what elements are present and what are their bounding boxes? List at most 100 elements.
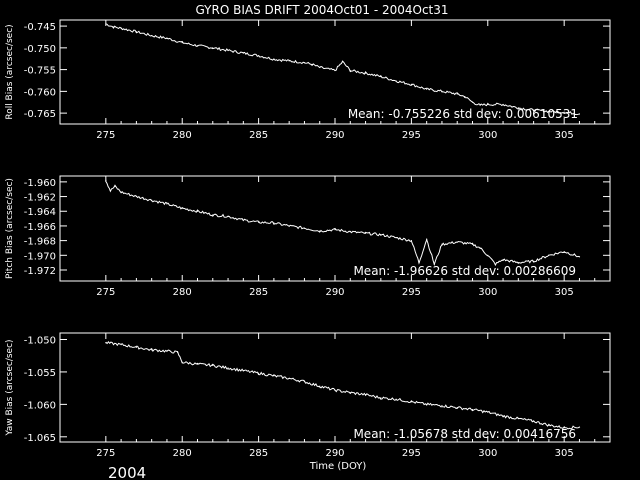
roll-data-point-25	[441, 90, 443, 92]
pitch-xtick-label-2: 285	[249, 287, 268, 298]
pitch-xtick-label-0: 275	[96, 287, 115, 298]
roll-data-point-8	[212, 47, 214, 49]
pitch-data-point-1	[109, 190, 112, 192]
pitch-ytick-label-5: -1.970	[24, 251, 56, 262]
yaw-data-point-32	[578, 426, 581, 428]
pitch-ytick-label-6: -1.972	[24, 266, 56, 277]
roll-xtick-label-6: 305	[555, 130, 574, 141]
roll-data-point-33	[533, 109, 535, 111]
yaw-ytick-label-0: -1.050	[24, 335, 56, 346]
yaw-data-point-18	[364, 394, 367, 396]
roll-data-point-24	[426, 88, 428, 90]
roll-data-point-2	[120, 27, 122, 29]
roll-data-point-27	[464, 95, 466, 98]
roll-series-line	[105, 23, 580, 116]
roll-data-point-16	[319, 66, 321, 69]
yaw-data-point-25	[471, 408, 474, 411]
roll-panel: 275 280 285 290 295 300 305 -0.745 -0.750 -0.755 -…	[5, 19, 611, 141]
roll-data-point-3	[135, 31, 137, 33]
yaw-xtick-label-3: 290	[325, 448, 344, 459]
yaw-data-point-8	[212, 364, 214, 367]
yaw-data-point-26	[487, 411, 489, 413]
roll-ytick-label-2: -0.755	[24, 66, 56, 77]
roll-data-point-6	[181, 42, 183, 44]
yaw-data-point-21	[410, 401, 412, 403]
pitch-ytick-label-3: -1.966	[24, 222, 56, 233]
roll-data-point-1	[112, 26, 115, 28]
roll-data-point-0	[105, 23, 107, 25]
yaw-data-point-31	[563, 427, 565, 429]
roll-stats-text: Mean: -0.755226 std dev: 0.00610531	[348, 107, 578, 121]
roll-xtick-label-4: 295	[402, 130, 421, 141]
roll-data-point-36	[578, 113, 581, 115]
yaw-panel: 275 280 285 290 295 300 305 -1.050 -1.055 -1.060 -…	[5, 332, 611, 459]
panels-group: 275 280 285 290 295 300 305 -0.745 -0.750 -0.755 -…	[5, 19, 611, 459]
roll-data-point-11	[258, 55, 260, 57]
pitch-data-point-2	[114, 185, 116, 187]
pitch-data-point-21	[395, 237, 397, 239]
yaw-data-point-23	[441, 405, 443, 407]
roll-data-point-17	[334, 69, 336, 72]
pitch-data-point-35	[548, 254, 550, 256]
pitch-panel: 275 280 285 290 295 300 305 -1.960 -1.962 -1.964 -…	[5, 175, 611, 298]
pitch-data-point-33	[517, 262, 519, 264]
roll-data-point-34	[548, 110, 550, 112]
yaw-data-point-14	[303, 381, 306, 383]
roll-xtick-label-1: 280	[173, 130, 192, 141]
pitch-data-point-9	[212, 214, 214, 216]
pitch-data-point-24	[426, 238, 428, 240]
yaw-data-point-9	[227, 367, 229, 369]
roll-ytick-label-4: -0.765	[24, 109, 56, 120]
yaw-y-axis-label: Yaw Bias (arcsec/sec)	[5, 339, 15, 436]
pitch-data-point-7	[181, 207, 183, 209]
yaw-data-point-22	[426, 403, 428, 405]
yaw-data-point-20	[395, 398, 397, 400]
pitch-data-point-14	[288, 225, 290, 227]
pitch-data-point-37	[578, 256, 581, 258]
roll-ytick-label-1: -0.750	[24, 44, 56, 55]
pitch-data-point-27	[456, 241, 458, 243]
pitch-stats-text: Mean: -1.96626 std dev: 0.00286609	[353, 264, 576, 278]
pitch-data-point-32	[502, 259, 504, 261]
roll-data-point-32	[517, 107, 519, 109]
pitch-xtick-label-6: 305	[555, 287, 574, 298]
pitch-series-line	[105, 181, 580, 267]
roll-data-point-35	[563, 111, 565, 113]
pitch-data-point-34	[533, 260, 535, 262]
pitch-data-point-0	[105, 179, 107, 182]
pitch-data-point-8	[196, 210, 199, 212]
yaw-data-point-24	[456, 407, 458, 409]
yaw-data-point-5	[177, 351, 179, 354]
roll-ytick-label-3: -0.760	[24, 87, 56, 98]
pitch-ytick-label-4: -1.968	[24, 237, 56, 248]
yaw-data-point-11	[258, 372, 260, 374]
roll-data-point-29	[479, 104, 481, 106]
pitch-data-point-25	[433, 263, 435, 265]
yaw-data-point-6	[181, 361, 183, 363]
roll-xtick-label-3: 290	[325, 130, 344, 141]
pitch-xtick-label-5: 300	[478, 287, 497, 298]
pitch-y-axis-label: Pitch Bias (arcsec/sec)	[5, 178, 15, 279]
yaw-data-point-16	[334, 389, 336, 391]
pitch-data-point-23	[418, 262, 420, 264]
pitch-data-point-22	[410, 240, 412, 242]
pitch-data-point-30	[487, 254, 489, 256]
yaw-data-point-4	[166, 350, 168, 352]
roll-data-point-7	[196, 45, 199, 47]
yaw-xtick-label-1: 280	[173, 448, 192, 459]
roll-data-point-31	[502, 103, 504, 106]
roll-data-point-12	[273, 58, 275, 60]
pitch-data-point-10	[227, 215, 229, 217]
roll-data-point-15	[311, 63, 313, 65]
roll-xtick-label-2: 285	[249, 130, 268, 141]
pitch-data-point-28	[471, 243, 474, 245]
yaw-ytick-label-1: -1.055	[24, 368, 56, 379]
yaw-series-line	[105, 341, 580, 430]
pitch-data-point-36	[563, 251, 565, 253]
yaw-data-point-7	[196, 363, 199, 365]
pitch-ytick-label-0: -1.960	[24, 178, 56, 189]
roll-data-point-26	[456, 93, 458, 95]
pitch-data-point-11	[242, 219, 244, 221]
pitch-data-point-29	[479, 247, 481, 249]
